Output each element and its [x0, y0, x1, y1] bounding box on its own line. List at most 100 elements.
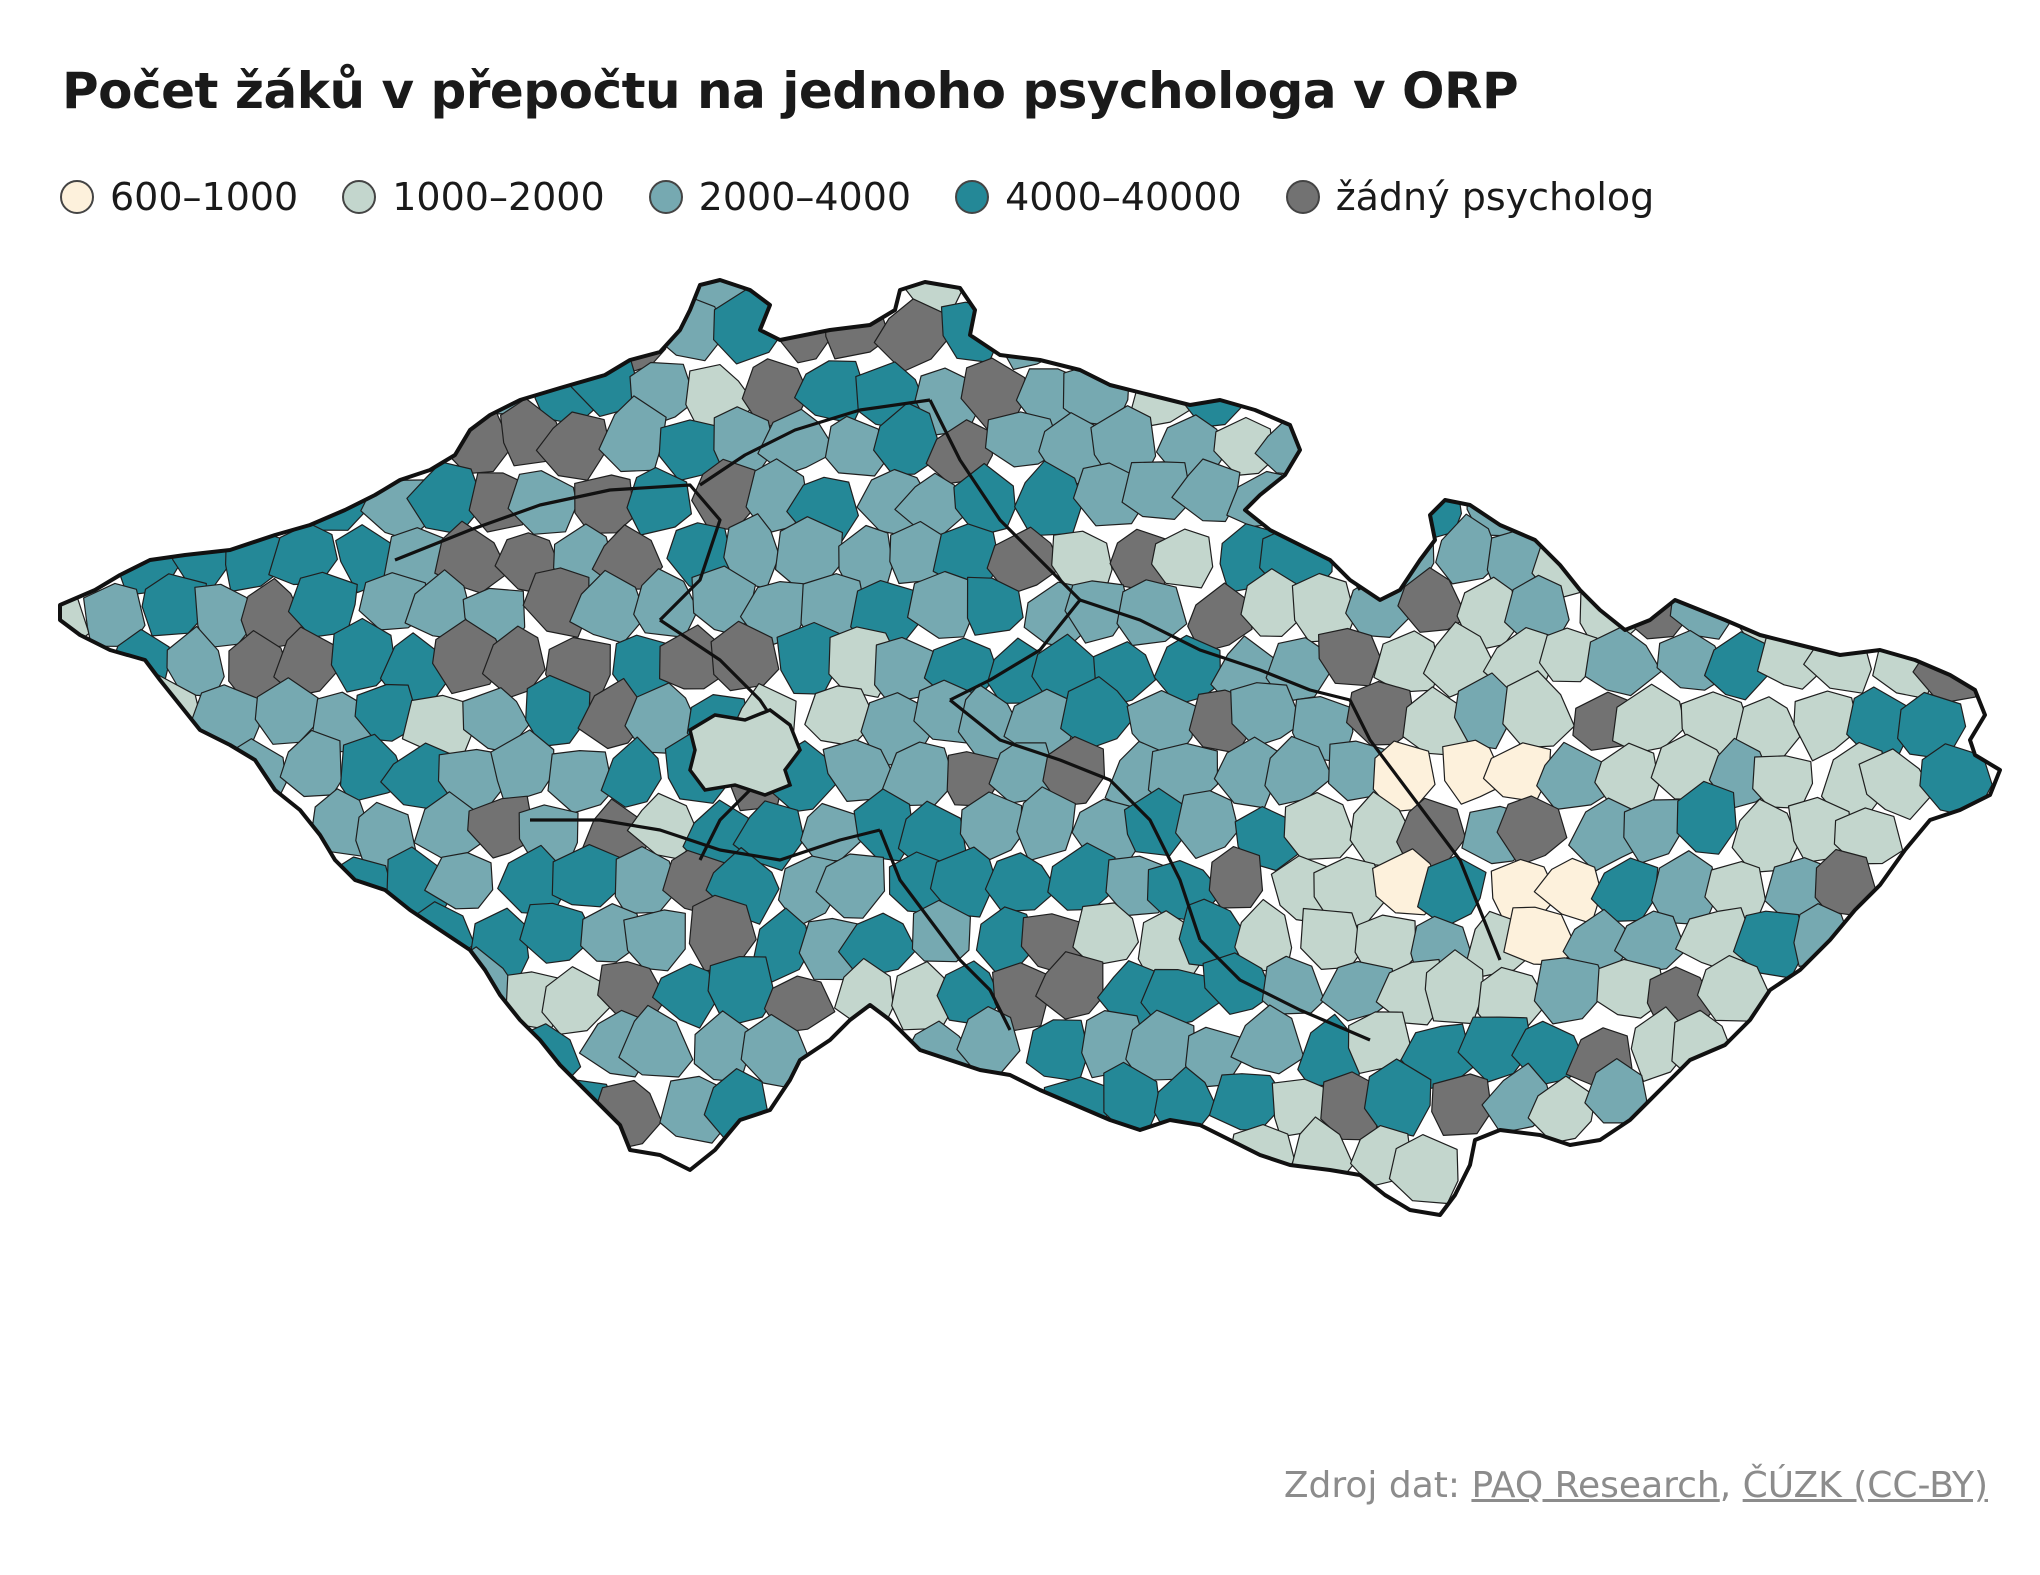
source-separator: , [1719, 1465, 1743, 1506]
legend-item-2000-4000: 2000–4000 [648, 175, 912, 219]
legend-label-2000-4000: 2000–4000 [698, 175, 912, 219]
orp-district [1213, 416, 1275, 476]
orp-district [1431, 1073, 1493, 1137]
orp-district [986, 526, 1062, 596]
orp-district [822, 739, 896, 803]
orp-district [837, 912, 917, 979]
orp-district [519, 902, 596, 964]
orp-district [651, 963, 717, 1029]
orp-district [547, 750, 614, 814]
orp-district [1372, 740, 1436, 813]
source-prefix: Zdroj dat: [1283, 1465, 1472, 1506]
orp-district [535, 411, 611, 481]
orp-district [991, 962, 1048, 1033]
orp-districts [60, 280, 1993, 1205]
orp-district [194, 583, 260, 649]
orp-district [515, 1023, 582, 1096]
orp-district [1202, 952, 1274, 1015]
orp-district [507, 470, 578, 535]
orp-district [600, 736, 662, 808]
legend-swatch-no-psychologist [1285, 180, 1320, 214]
orp-district [1208, 845, 1264, 909]
czech-orp-map [58, 278, 2002, 1217]
region-border [949, 698, 1202, 941]
legend-item-4000-40000: 4000–40000 [955, 175, 1242, 219]
orp-district [279, 729, 342, 798]
orp-district [1732, 910, 1807, 979]
orp-district [1125, 1009, 1196, 1082]
orp-district [1858, 748, 1934, 821]
orp-district [872, 402, 944, 476]
orp-district [60, 581, 90, 654]
orp-district [467, 795, 536, 859]
orp-district [1919, 743, 1993, 819]
orp-district [1060, 676, 1138, 750]
orp-district [1025, 1019, 1090, 1082]
orp-district [1043, 1076, 1112, 1142]
orp-district [1397, 567, 1468, 633]
orp-district [1442, 739, 1507, 805]
orp-district [310, 788, 370, 857]
legend-label-1000-2000: 1000–2000 [392, 175, 605, 219]
orp-district [1482, 742, 1552, 803]
prague-district [687, 708, 802, 797]
orp-district [1116, 579, 1188, 647]
orp-district [1283, 791, 1357, 861]
orp-district [1435, 513, 1502, 585]
orp-district [623, 909, 686, 972]
orp-district [354, 683, 421, 742]
orp-district [330, 617, 396, 693]
orp-district [1388, 1133, 1459, 1205]
legend-label-4000-40000: 4000–40000 [1005, 175, 1242, 219]
orp-district [424, 851, 494, 910]
region-border [1198, 938, 1371, 1042]
orp-district [1611, 683, 1687, 754]
orp-district [254, 677, 322, 745]
orp-district [1317, 627, 1381, 687]
orp-district [1623, 798, 1683, 864]
orp-district [598, 395, 667, 473]
orp-district [1669, 574, 1738, 640]
region-border [1079, 598, 1351, 702]
orp-district [763, 975, 836, 1034]
orp-district [732, 800, 805, 872]
orp-district [1230, 1004, 1305, 1075]
legend-item-600-1000: 600–1000 [60, 175, 298, 219]
orp-district [1042, 736, 1106, 807]
legend-swatch-600-1000 [60, 180, 94, 214]
orp-district [1150, 528, 1214, 589]
orp-district [490, 729, 555, 805]
map-area [0, 260, 2040, 1430]
region-border [928, 399, 1082, 702]
legend: 600–1000 1000–2000 2000–4000 4000–40000 … [60, 175, 1698, 219]
legend-item-1000-2000: 1000–2000 [342, 175, 605, 219]
orp-district [1496, 795, 1568, 867]
orp-district [525, 674, 591, 747]
orp-district [984, 852, 1059, 913]
source-link-cuzk[interactable]: ČÚZK (CC-BY) [1742, 1465, 1988, 1506]
country-border [58, 278, 2002, 1217]
orp-district [434, 520, 510, 594]
orp-district [1793, 690, 1860, 762]
region-border [1348, 699, 1502, 961]
orp-district [824, 415, 889, 477]
orp-district [873, 636, 941, 704]
orp-district [1584, 626, 1662, 697]
orp-district [1230, 682, 1303, 748]
orp-district [1538, 627, 1598, 683]
orp-district [1174, 790, 1240, 860]
orp-district [658, 624, 726, 690]
source-link-paq[interactable]: PAQ Research [1471, 1465, 1720, 1506]
legend-label-no-psychologist: žádný psycholog [1335, 175, 1655, 219]
orp-district [853, 788, 915, 862]
legend-swatch-4000-40000 [955, 180, 990, 214]
orp-district [1072, 902, 1140, 967]
chart-title: Počet žáků v přepočtu na jednoho psychol… [62, 62, 1519, 120]
source-credit: Zdroj dat: PAQ Research, ČÚZK (CC-BY) [1284, 1465, 1988, 1506]
orp-district [1121, 461, 1193, 520]
orp-district [141, 573, 207, 637]
orp-district [1833, 807, 1904, 865]
orp-district [740, 1013, 812, 1088]
region-border [394, 483, 722, 622]
orp-district [929, 846, 997, 918]
